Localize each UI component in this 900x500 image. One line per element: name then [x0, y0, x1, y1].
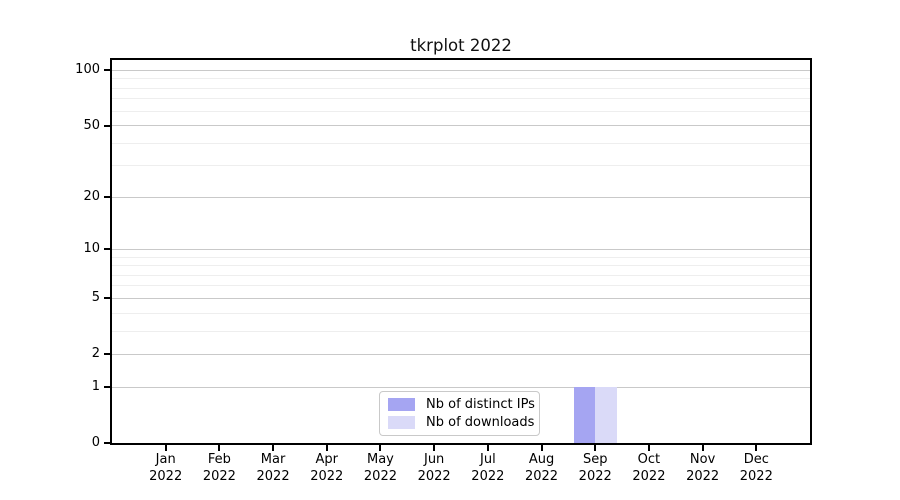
- gridline-major: [112, 353, 810, 355]
- gridline-major: [112, 248, 810, 250]
- gridline-minor: [112, 256, 810, 258]
- gridline-minor: [112, 265, 810, 267]
- y-axis-label: 100: [75, 62, 100, 78]
- x-axis-label: Jan 2022: [149, 452, 183, 484]
- gridline-minor: [112, 87, 810, 89]
- x-axis-label: Dec 2022: [739, 452, 773, 484]
- y-axis-label: 20: [83, 189, 100, 205]
- y-axis-label: 5: [91, 290, 100, 306]
- x-axis-tick: [272, 445, 275, 451]
- x-axis-label: Nov 2022: [686, 452, 720, 484]
- y-axis-label: 50: [83, 117, 100, 133]
- x-axis-tick: [379, 445, 382, 451]
- gridline-major: [112, 196, 810, 198]
- bar-nb-of-distinct-ips: [573, 387, 596, 443]
- gridline-minor: [112, 78, 810, 80]
- legend: Nb of distinct IPs Nb of downloads: [379, 391, 540, 436]
- y-axis-tick: [104, 297, 110, 300]
- gridline-major: [112, 69, 810, 71]
- x-axis-label: Mar 2022: [256, 452, 290, 484]
- x-axis-tick: [594, 445, 597, 451]
- gridline-minor: [112, 312, 810, 314]
- x-axis-label: Apr 2022: [310, 452, 344, 484]
- gridline-minor: [112, 98, 810, 100]
- x-axis-tick: [540, 445, 543, 451]
- y-axis-tick: [104, 69, 110, 72]
- x-axis-tick: [755, 445, 758, 451]
- y-axis-label: 10: [83, 241, 100, 257]
- x-axis-label: Oct 2022: [632, 452, 666, 484]
- gridline-minor: [112, 330, 810, 332]
- gridline-major: [112, 386, 810, 388]
- gridline-major: [112, 125, 810, 127]
- legend-item: Nb of downloads: [388, 414, 535, 430]
- gridline-minor: [112, 274, 810, 276]
- x-axis-label: Sep 2022: [578, 452, 612, 484]
- gridline-major: [112, 297, 810, 299]
- y-axis-tick: [104, 353, 110, 356]
- gridline-minor: [112, 165, 810, 167]
- x-axis-tick: [647, 445, 650, 451]
- legend-swatch-nb-of-downloads: [388, 416, 415, 429]
- legend-item: Nb of distinct IPs: [388, 397, 535, 412]
- legend-label: Nb of downloads: [426, 414, 535, 430]
- y-axis-tick: [104, 196, 110, 199]
- x-axis-tick: [433, 445, 436, 451]
- y-axis-tick: [104, 248, 110, 251]
- gridline-minor: [112, 142, 810, 144]
- gridline-minor: [112, 110, 810, 112]
- x-axis-tick: [325, 445, 328, 451]
- x-axis-label: Jul 2022: [471, 452, 505, 484]
- y-axis-tick: [104, 442, 110, 444]
- x-axis-tick: [164, 445, 167, 451]
- y-axis-label: 2: [91, 346, 100, 362]
- x-axis-tick: [701, 445, 704, 451]
- x-axis-label: Feb 2022: [202, 452, 236, 484]
- chart-title: tkrplot 2022: [410, 36, 512, 55]
- plot-area: [112, 60, 810, 443]
- legend-label: Nb of distinct IPs: [426, 396, 535, 412]
- bar-nb-of-downloads: [595, 387, 617, 443]
- x-axis-label: Jun 2022: [417, 452, 451, 484]
- x-axis-label: Aug 2022: [524, 452, 559, 484]
- legend-swatch-nb-of-distinct-ips: [388, 398, 415, 411]
- y-axis-label: 0: [91, 435, 100, 450]
- x-axis-label: May 2022: [363, 452, 397, 484]
- x-axis-tick: [486, 445, 489, 451]
- y-axis-label: 1: [91, 379, 100, 395]
- x-axis-tick: [218, 445, 221, 451]
- y-axis-tick: [104, 124, 110, 127]
- y-axis-tick: [104, 386, 110, 389]
- gridline-minor: [112, 285, 810, 287]
- plot-frame: [110, 58, 812, 445]
